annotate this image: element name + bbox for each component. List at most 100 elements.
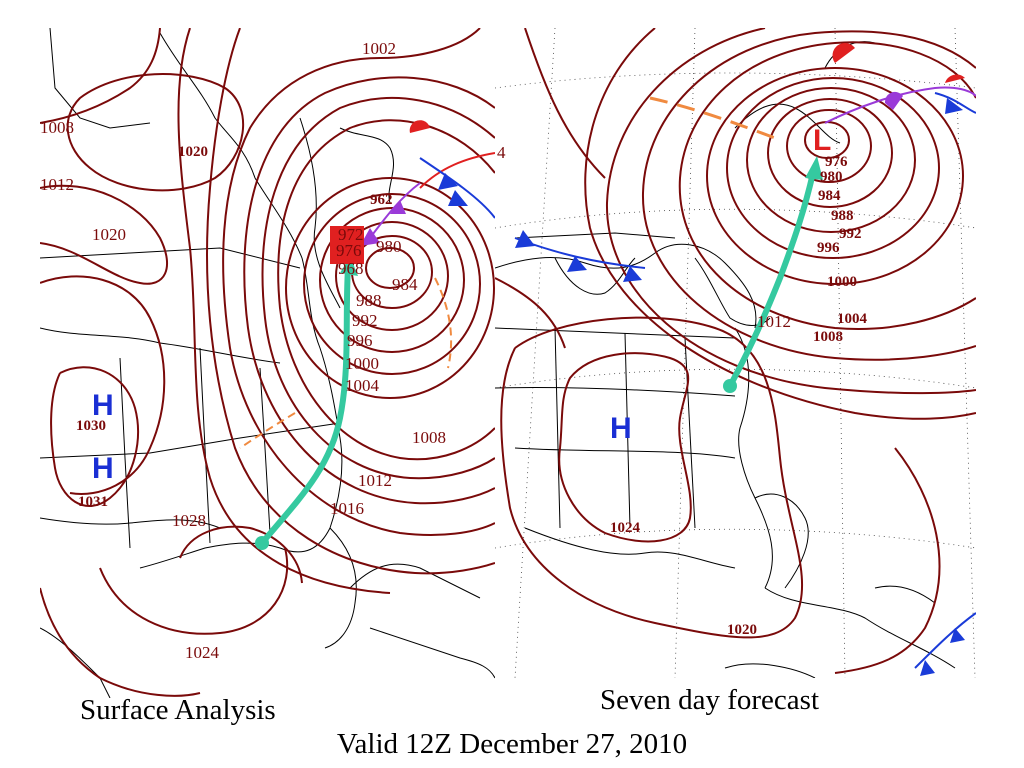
isobar-label: 984 bbox=[392, 275, 418, 294]
isobar-label: 1012 bbox=[40, 175, 74, 194]
isobar-1020-high bbox=[66, 73, 245, 192]
seven-day-forecast-svg: L H 1024 976 980 984 988 992 996 1000 10… bbox=[495, 28, 976, 678]
isobar-label: 1020 bbox=[92, 225, 126, 244]
right-isobar-labels: 976 980 984 988 992 996 1000 1004 1008 1… bbox=[497, 143, 868, 638]
seven-day-forecast-map: L H 1024 976 980 984 988 992 996 1000 10… bbox=[495, 28, 976, 678]
cold-front-marker bbox=[945, 98, 963, 114]
isobar-980 bbox=[786, 109, 872, 183]
isobar-label: 4 bbox=[497, 143, 506, 162]
isobar-996 bbox=[706, 67, 964, 285]
low-center-pressure-label: 962 bbox=[370, 192, 393, 208]
isobar-1020-ring bbox=[500, 316, 803, 639]
occluded-front-marker bbox=[360, 228, 380, 246]
surface-analysis-svg: 962 1020 H 1030 H 1031 1008 1012 1020 10… bbox=[40, 28, 495, 698]
isobar-1016 bbox=[524, 28, 606, 179]
high-pressure-center-value: 1024 bbox=[610, 520, 641, 536]
high-pressure-center-symbol: H bbox=[92, 452, 114, 485]
isobar-1024-s bbox=[99, 547, 289, 635]
isobar-984 bbox=[319, 207, 465, 353]
storm-track-start-dot bbox=[723, 379, 737, 393]
isobar-1020-east bbox=[834, 447, 941, 674]
cold-front-marker bbox=[950, 628, 965, 643]
isobar-label: 1000 bbox=[827, 274, 857, 290]
isobar-1024-sw bbox=[40, 587, 201, 697]
left-isobars bbox=[40, 28, 495, 697]
storm-track bbox=[259, 265, 351, 546]
isobar-label: 1016 bbox=[330, 499, 364, 518]
trough-line bbox=[434, 277, 453, 369]
right-grid bbox=[495, 28, 976, 678]
trough-line bbox=[649, 96, 776, 140]
isobar-label: 980 bbox=[376, 237, 402, 256]
isobar-980 bbox=[335, 221, 449, 331]
surface-analysis-map: 962 1020 H 1030 H 1031 1008 1012 1020 10… bbox=[40, 28, 495, 698]
right-fronts bbox=[514, 43, 976, 676]
isobar-label: 996 bbox=[347, 331, 373, 350]
isobar-label: 1008 bbox=[412, 428, 446, 447]
cold-front-marker bbox=[623, 266, 642, 282]
isobar-992 bbox=[726, 77, 940, 259]
isobar-label: 1000 bbox=[345, 354, 379, 373]
cold-front-marker bbox=[567, 256, 587, 272]
isobar-label: 1002 bbox=[362, 39, 396, 58]
seven-day-forecast-caption: Seven day forecast bbox=[600, 684, 820, 716]
high-pressure-center-value: 1030 bbox=[76, 418, 106, 434]
isobar-988 bbox=[303, 193, 481, 375]
occluded-front bbox=[824, 86, 976, 124]
isobar-label: 972 bbox=[338, 225, 364, 244]
cold-front-marker bbox=[515, 230, 535, 248]
storm-track-arrowhead bbox=[805, 156, 823, 180]
isobar-label: 988 bbox=[356, 291, 382, 310]
isobar-972 bbox=[365, 247, 415, 289]
high-pressure-center-value: 1020 bbox=[178, 144, 208, 160]
left-isobar-labels: 1008 1012 1020 1024 1028 1016 1012 1008 … bbox=[40, 39, 446, 662]
isobar-label: 1004 bbox=[837, 311, 868, 327]
isobar-1000 bbox=[261, 97, 495, 480]
isobar-1024 bbox=[558, 352, 692, 543]
occluded-front-marker bbox=[390, 200, 406, 214]
isobar-label: 1024 bbox=[185, 643, 220, 662]
warm-front-marker bbox=[832, 43, 855, 63]
storm-track-start-dot bbox=[255, 536, 269, 550]
high-pressure-center-symbol: H bbox=[92, 389, 114, 422]
isobar-label: 996 bbox=[817, 240, 840, 256]
trough-line bbox=[239, 412, 296, 449]
isobar-label: 984 bbox=[818, 188, 841, 204]
isobar-label: 976 bbox=[336, 241, 362, 260]
low-center-marker bbox=[330, 226, 364, 264]
isobar-1012 bbox=[584, 28, 976, 420]
isobar-label: 1004 bbox=[345, 376, 380, 395]
isobar-996 bbox=[277, 119, 495, 461]
isobar-label: 988 bbox=[831, 208, 854, 224]
warm-front-marker bbox=[409, 120, 430, 133]
right-geography bbox=[495, 41, 956, 678]
isobar-1000 bbox=[678, 41, 976, 330]
isobar-1004 bbox=[641, 30, 976, 361]
isobar-label: 1008 bbox=[40, 118, 74, 137]
cold-front-marker bbox=[438, 173, 458, 190]
isobar-label: 1012 bbox=[757, 312, 791, 331]
right-isobars bbox=[495, 28, 976, 674]
isobar-label: 980 bbox=[820, 169, 843, 185]
left-geography bbox=[40, 28, 495, 698]
valid-time-caption: Valid 12Z December 27, 2010 bbox=[336, 728, 688, 760]
warm-front bbox=[419, 152, 495, 189]
cold-front-marker bbox=[920, 660, 935, 676]
isobar-992 bbox=[285, 177, 495, 399]
isobar-label: 992 bbox=[839, 226, 862, 242]
isobar-label: 1020 bbox=[727, 622, 757, 638]
storm-track-arrowhead bbox=[340, 256, 358, 276]
isobar-1012-w bbox=[40, 184, 169, 285]
storm-track bbox=[727, 170, 816, 389]
isobar-1008 bbox=[222, 28, 495, 536]
isobar-984 bbox=[767, 98, 893, 208]
cold-front-marker bbox=[448, 190, 468, 206]
isobar-1012 bbox=[206, 28, 495, 575]
high-pressure-center-symbol: H bbox=[610, 412, 632, 445]
cold-front bbox=[419, 157, 495, 219]
warm-front-marker bbox=[945, 74, 965, 83]
isobar-988 bbox=[746, 87, 916, 233]
isobar-1030-ring bbox=[50, 366, 139, 508]
isobar-label: 976 bbox=[825, 154, 848, 170]
isobar-label: 1012 bbox=[358, 471, 392, 490]
